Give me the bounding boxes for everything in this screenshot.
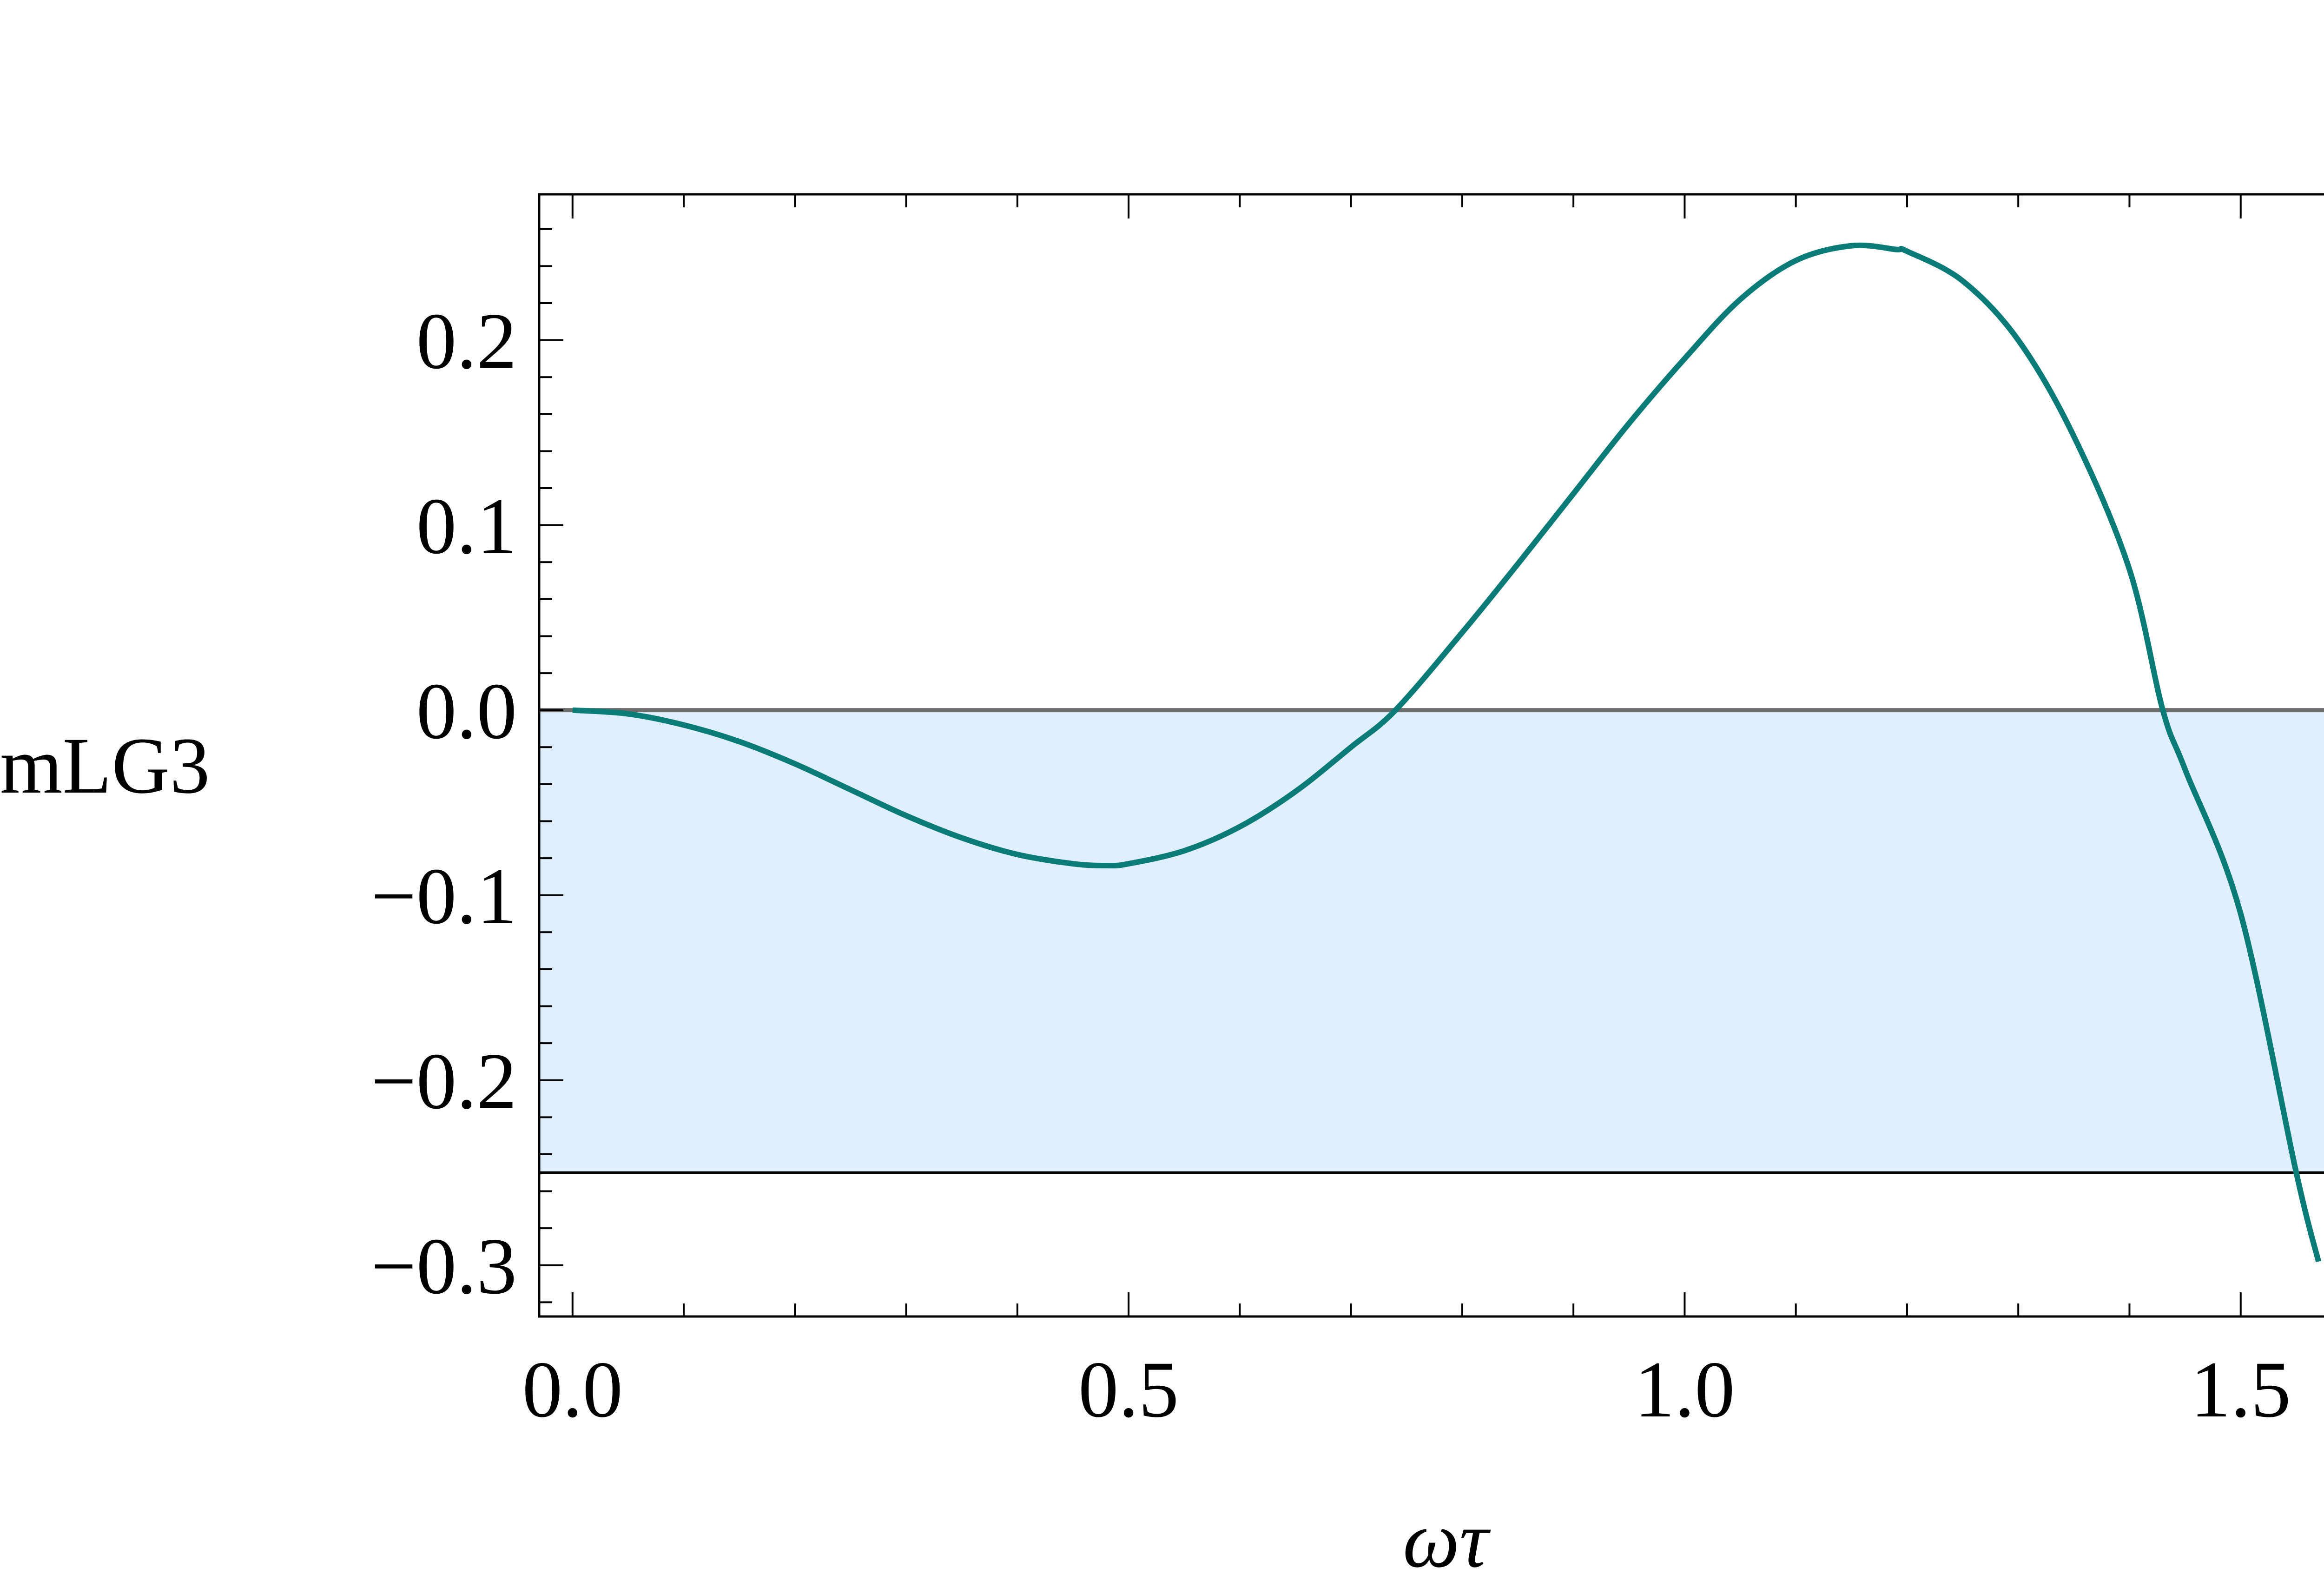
x-tick-label: 1.5 bbox=[2191, 1345, 2291, 1434]
y-tick-label: 0.0 bbox=[416, 667, 517, 756]
series-layer bbox=[572, 242, 2322, 1263]
x-axis-label: ωτ bbox=[1403, 1495, 1491, 1581]
y-tick-label: −0.2 bbox=[371, 1037, 517, 1126]
y-tick-labels: 0.2 0.1 0.0 −0.1 −0.2 −0.3 bbox=[371, 297, 517, 1311]
reference-lines bbox=[539, 708, 2324, 1174]
x-tick-label: 0.5 bbox=[1078, 1345, 1179, 1434]
axis-ticks bbox=[539, 194, 2242, 1316]
shaded-band bbox=[539, 710, 2324, 1173]
y-tick-label: 0.1 bbox=[416, 482, 517, 571]
y-tick-label: −0.3 bbox=[371, 1222, 517, 1311]
y-axis-label: mLG3 bbox=[0, 721, 210, 810]
series-line bbox=[572, 242, 2322, 1263]
y-tick-label: −0.1 bbox=[371, 852, 517, 941]
x-tick-labels: 0.0 0.5 1.0 1.5 bbox=[522, 1345, 2291, 1434]
x-tick-label: 0.0 bbox=[522, 1345, 623, 1434]
plot-frame bbox=[538, 193, 2324, 1318]
x-tick-label: 1.0 bbox=[1634, 1345, 1735, 1434]
y-tick-label: 0.2 bbox=[416, 297, 517, 386]
